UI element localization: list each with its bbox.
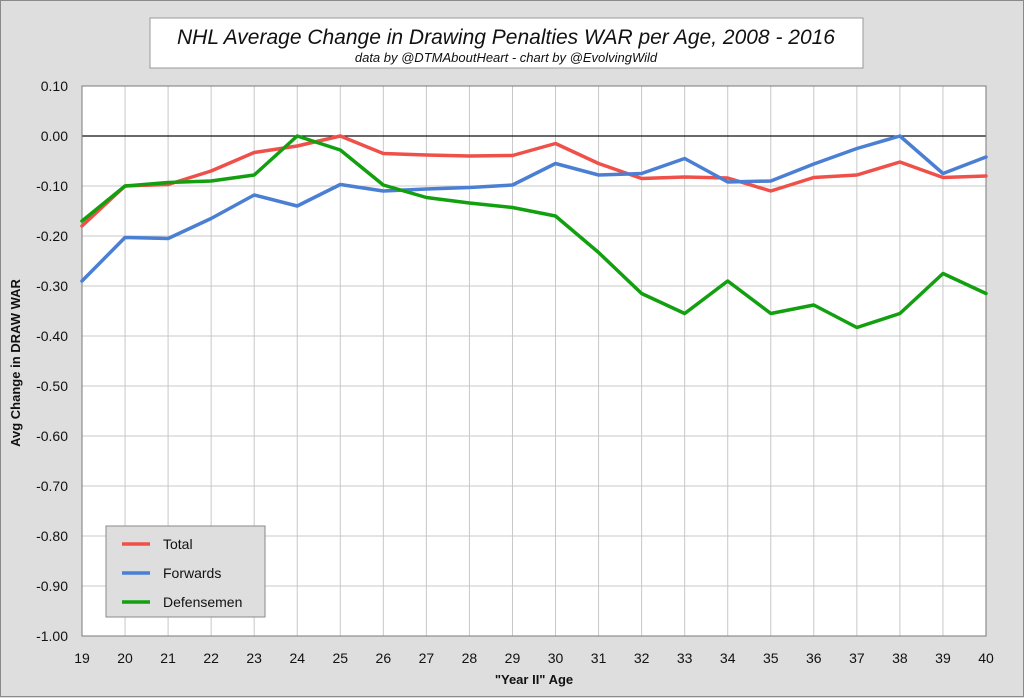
x-tick-label: 29 [505, 650, 521, 666]
x-tick-label: 21 [160, 650, 176, 666]
y-tick-label: -0.80 [36, 528, 68, 544]
y-tick-label: -0.40 [36, 328, 68, 344]
y-tick-label: 0.00 [41, 128, 68, 144]
y-tick-label: -0.60 [36, 428, 68, 444]
x-tick-label: 27 [419, 650, 435, 666]
x-tick-label: 37 [849, 650, 865, 666]
x-tick-label: 28 [462, 650, 478, 666]
title-box: NHL Average Change in Drawing Penalties … [150, 18, 863, 68]
y-tick-label: -1.00 [36, 628, 68, 644]
x-tick-label: 19 [74, 650, 90, 666]
x-tick-label: 30 [548, 650, 564, 666]
x-tick-label: 35 [763, 650, 779, 666]
x-tick-label: 25 [332, 650, 348, 666]
y-tick-label: -0.90 [36, 578, 68, 594]
x-tick-label: 32 [634, 650, 650, 666]
y-tick-label: -0.10 [36, 178, 68, 194]
x-tick-label: 24 [289, 650, 305, 666]
y-axis-ticks: 0.10 0.00 -0.10 -0.20 -0.30 -0.40 -0.50 -0.60 -0… [36, 78, 68, 644]
legend: Total Forwards Defensemen [106, 526, 265, 617]
x-tick-label: 20 [117, 650, 133, 666]
x-tick-label: 40 [978, 650, 994, 666]
x-axis-ticks: 19 20 21 22 23 24 25 26 27 28 29 30 31 32 33 34 35 36 37 38… [74, 650, 994, 666]
y-tick-label: -0.50 [36, 378, 68, 394]
x-tick-label: 22 [203, 650, 219, 666]
x-tick-label: 23 [246, 650, 262, 666]
legend-label-defensemen: Defensemen [163, 594, 242, 610]
chart-subtitle: data by @DTMAboutHeart - chart by @Evolv… [355, 50, 658, 65]
x-tick-label: 33 [677, 650, 693, 666]
x-tick-label: 34 [720, 650, 736, 666]
y-axis-title: Avg Change in DRAW WAR [8, 278, 23, 446]
x-tick-label: 36 [806, 650, 822, 666]
x-tick-label: 26 [376, 650, 392, 666]
y-tick-label: -0.70 [36, 478, 68, 494]
x-tick-label: 31 [591, 650, 607, 666]
x-tick-label: 38 [892, 650, 908, 666]
y-tick-label: 0.10 [41, 78, 68, 94]
y-tick-label: -0.20 [36, 228, 68, 244]
x-tick-label: 39 [935, 650, 951, 666]
chart-title: NHL Average Change in Drawing Penalties … [177, 26, 835, 49]
legend-label-total: Total [163, 536, 193, 552]
legend-label-forwards: Forwards [163, 565, 221, 581]
x-axis-title: "Year II" Age [495, 672, 573, 687]
y-tick-label: -0.30 [36, 278, 68, 294]
